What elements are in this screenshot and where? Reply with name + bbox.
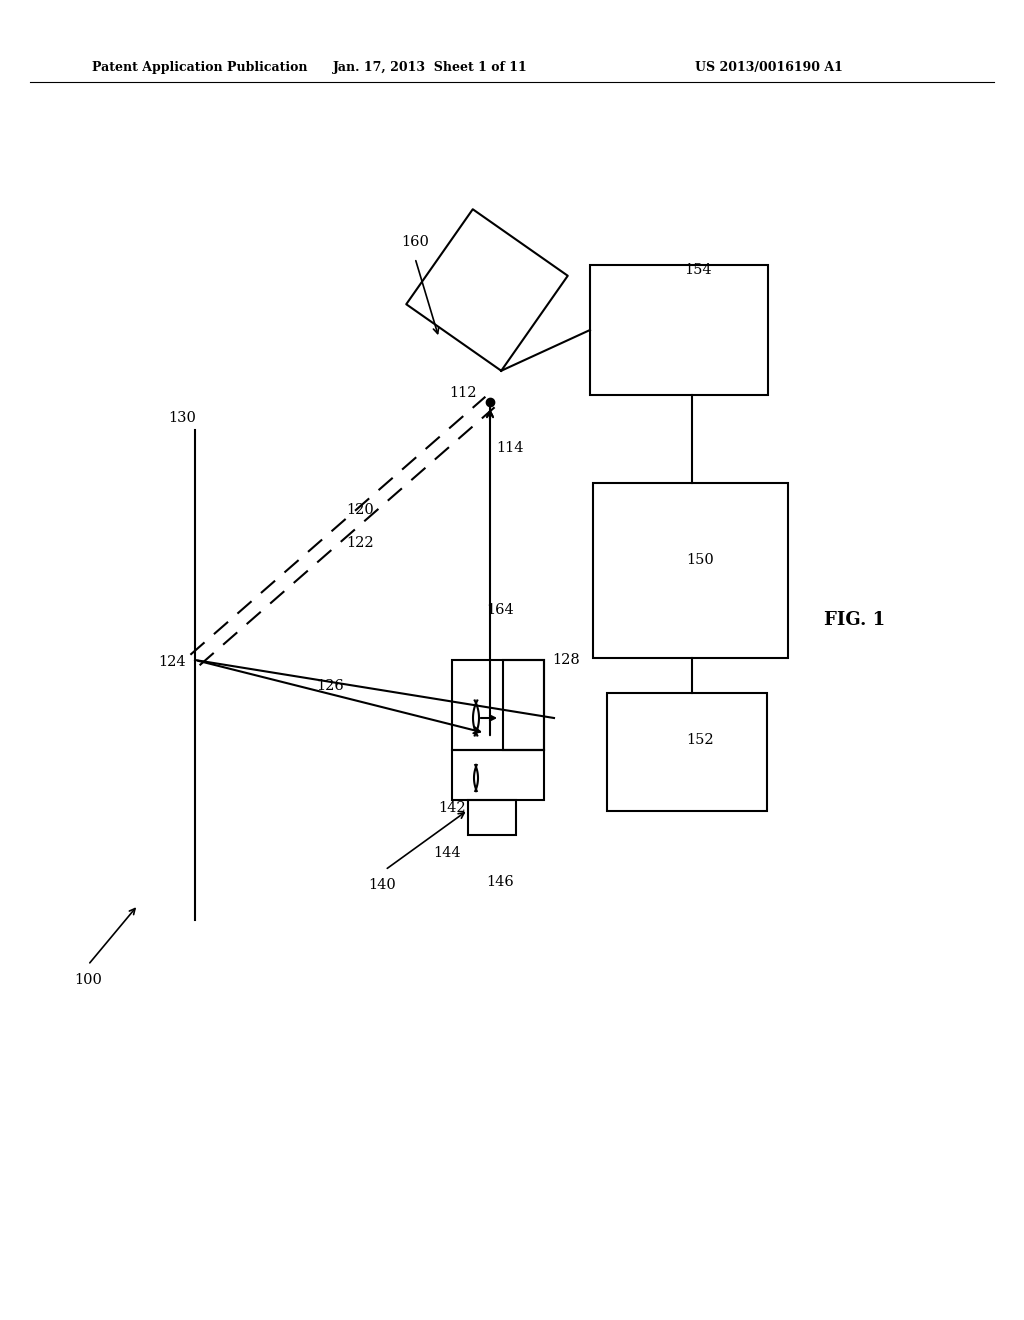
Text: 130: 130: [168, 411, 196, 425]
Text: 150: 150: [686, 553, 714, 568]
Text: 146: 146: [486, 875, 514, 888]
Text: US 2013/0016190 A1: US 2013/0016190 A1: [695, 61, 843, 74]
Text: 152: 152: [686, 733, 714, 747]
Text: 142: 142: [438, 801, 466, 814]
Text: Patent Application Publication: Patent Application Publication: [92, 61, 307, 74]
Text: 160: 160: [401, 235, 429, 249]
Bar: [452, 660, 544, 750]
Text: FIG. 1: FIG. 1: [824, 611, 886, 630]
Text: 100: 100: [74, 973, 102, 987]
Bar: [593, 483, 788, 657]
Text: 112: 112: [450, 385, 477, 400]
Text: 128: 128: [552, 653, 580, 667]
Text: 120: 120: [346, 503, 374, 517]
Bar: [590, 265, 768, 395]
Bar: [503, 660, 544, 750]
Text: 126: 126: [316, 678, 344, 693]
Bar: [607, 693, 767, 810]
Text: 164: 164: [486, 603, 514, 616]
Text: 144: 144: [433, 846, 461, 861]
Text: 140: 140: [368, 878, 396, 892]
Text: 154: 154: [684, 263, 712, 277]
Text: Jan. 17, 2013  Sheet 1 of 11: Jan. 17, 2013 Sheet 1 of 11: [333, 61, 527, 74]
Text: 122: 122: [346, 536, 374, 550]
Text: 114: 114: [497, 441, 523, 455]
Bar: [452, 750, 544, 800]
Text: 124: 124: [158, 655, 185, 669]
Bar: [468, 800, 516, 836]
